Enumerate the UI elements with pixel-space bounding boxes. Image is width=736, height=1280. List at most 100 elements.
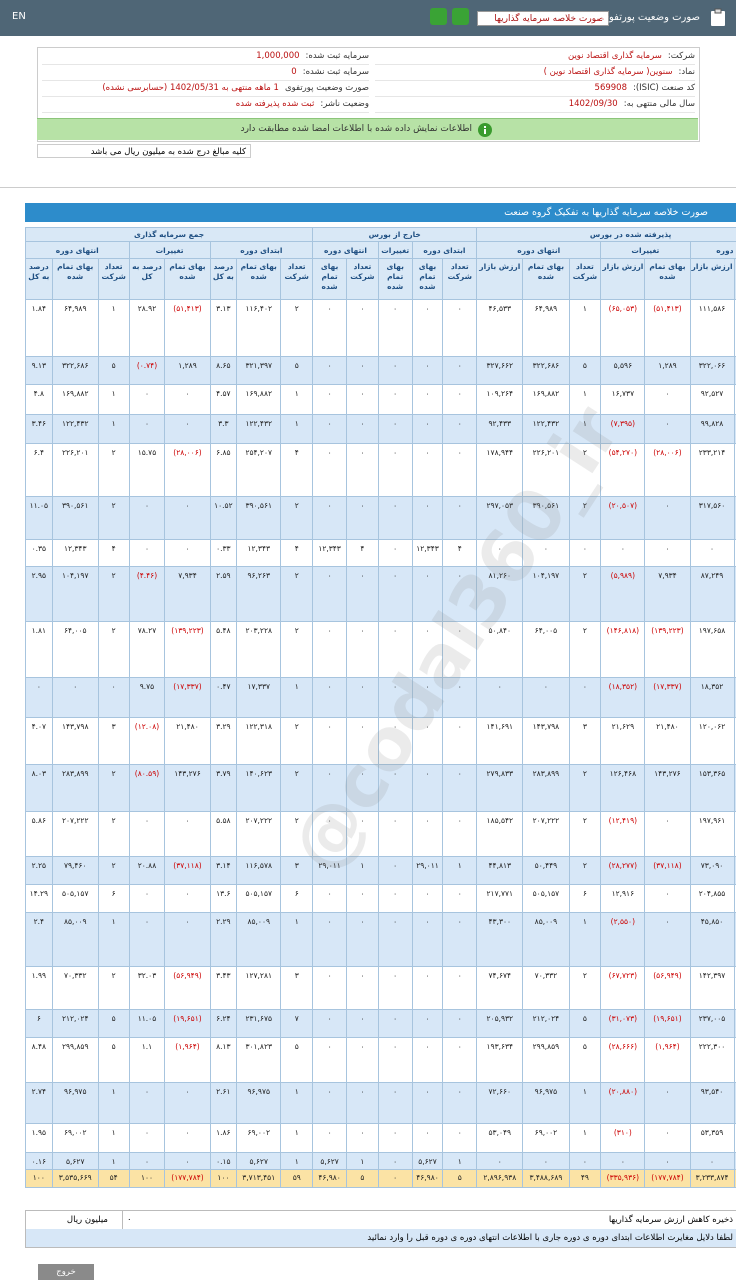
cell: (۱,۹۶۴)	[164, 1037, 211, 1083]
column-header: ارزش بازار	[476, 258, 524, 300]
cell: ۱	[346, 1152, 379, 1170]
data-row: ۹.۱۳ ۳۲۲,۶۸۶ ۵ (۰.۷۴) ۱,۲۸۹ ۸.۶۵ ۳۲۱,۳۹۷ ۵ ۰ ۰ ۰ ۰ ۰…	[25, 356, 736, 385]
verification-text: اطلاعات نمایش داده شده با اطلاعات امضا ش…	[240, 124, 472, 134]
cell: ۶	[280, 884, 314, 913]
cell: ۱	[97, 1082, 130, 1124]
column-header: تعداد شرکت	[97, 258, 130, 300]
cell: ۹۲,۵۲۷	[689, 384, 735, 415]
cell: ۶	[97, 884, 130, 913]
cell: ۳	[568, 717, 602, 765]
cell: ۷۰,۳۳۲	[51, 966, 99, 1010]
cell: ۰	[346, 299, 379, 357]
cell: ۰	[128, 884, 166, 913]
cell: ۰	[411, 1123, 444, 1153]
cell: ۲.۶۱	[209, 1082, 238, 1124]
cell: (۲۸,۰۰۶)	[164, 443, 211, 497]
info-label: وضعیت ناشر:	[320, 99, 369, 109]
cell: ۳.۱۴	[209, 856, 238, 885]
cell: ۲۹,۰۱۱	[312, 856, 347, 885]
cell: ۰	[442, 764, 478, 812]
next-button[interactable]	[452, 8, 469, 25]
cell: ۰	[164, 496, 211, 540]
report-select[interactable]: صورت خلاصه سرمایه گذاریها	[477, 11, 609, 26]
period-header: انتهای دوره	[25, 241, 130, 259]
cell: ۳۲۷,۶۶۲	[476, 356, 524, 385]
cell: ۰	[411, 966, 444, 1010]
cell: ۰	[346, 566, 379, 622]
data-row: ۱.۹۹ ۷۰,۳۳۲ ۲ ۳۲.۰۳ (۵۶,۹۴۹) ۳.۴۳ ۱۲۷,۲۸۱ ۳ ۰ ۰ ۰ ۰…	[25, 966, 736, 1010]
total-cell: ۳,۵۳۵,۶۶۹	[51, 1169, 99, 1188]
cell: ۴	[442, 539, 478, 567]
cell: ۱۸۵,۵۴۲	[476, 811, 524, 857]
cell: ۴۴,۸۱۳	[476, 856, 524, 885]
cell: ۱	[568, 1082, 602, 1124]
cell: (۱۲,۴۱۹)	[600, 811, 646, 857]
cell: ۲۲۶,۲۰۱	[522, 443, 570, 497]
cell: ۰	[522, 539, 570, 567]
cell: ۰	[644, 912, 691, 967]
cell: ۱۴۲,۳۹۷	[689, 966, 735, 1010]
cell: ۰	[644, 539, 691, 567]
cell: ۰	[442, 496, 478, 540]
cell: ۲۰۷,۲۲۲	[236, 811, 282, 857]
cell: ۱.۹۵	[25, 1123, 53, 1153]
group-header: پذیرفته شده در بورس	[476, 227, 736, 242]
cell: ۲.۲۹	[209, 912, 238, 967]
info-row: سرمایه ثبت شده: 1,000,000	[42, 49, 369, 65]
cell: ۱.۸۴	[25, 299, 53, 357]
period-header: ابتدای دوره	[689, 241, 736, 259]
period-header: ابتدای دوره	[411, 241, 478, 259]
reserve-value[interactable]: ۰	[122, 1211, 225, 1229]
cell: ۴	[346, 539, 379, 567]
cell: ۷۳,۰۹۰	[689, 856, 735, 885]
cell: ۷۲,۶۶۰	[476, 1082, 524, 1124]
cell: ۰	[411, 677, 444, 718]
prev-button[interactable]	[430, 8, 447, 25]
cell: ۹۶,۲۶۳	[236, 566, 282, 622]
cell: ۰	[689, 1152, 735, 1170]
cell: ۵,۶۲۷	[236, 1152, 282, 1170]
cell: ۰	[644, 1123, 691, 1153]
cell: ۰	[377, 1152, 413, 1170]
cell: ۲۱,۴۸۰	[644, 717, 691, 765]
exit-button[interactable]: خروج	[38, 1264, 94, 1280]
cell: ۰	[411, 443, 444, 497]
cell: (۱۹,۶۵۱)	[644, 1009, 691, 1038]
cell: ۰	[128, 1152, 166, 1170]
cell: ۳۲۲,۶۸۶	[522, 356, 570, 385]
cell: ۹.۱۳	[25, 356, 53, 385]
cell: ۱.۱	[128, 1037, 166, 1083]
cell: ۰	[411, 717, 444, 765]
cell: ۳.۲۹	[209, 717, 238, 765]
data-row: ۲.۷۴ ۹۶,۹۷۵ ۱ ۰ ۰ ۲.۶۱ ۹۶,۹۷۵ ۱ ۰ ۰ ۰ ۰ ۰ ۷۲,۶۶۰ ۹۶,۹۷…	[25, 1082, 736, 1124]
cell: ۱۴۱,۶۹۱	[476, 717, 524, 765]
cell: ۳	[280, 856, 314, 885]
table-container: جمع سرمایه گذاری خارج از بورس پذیرفته شده …	[25, 227, 736, 1189]
info-row: سرمایه ثبت نشده: 0	[42, 65, 369, 81]
data-row: ۴.۸ ۱۶۹,۸۸۲ ۱ ۰ ۰ ۴.۵۷ ۱۶۹,۸۸۲ ۱ ۰ ۰ ۰ ۰ ۰ ۱۰۹,۲۶۴ ۱۶۹…	[25, 384, 736, 415]
cell: ۳.۴۶	[25, 414, 53, 444]
info-label: صورت وضعیت پورتفوی	[284, 83, 369, 93]
total-cell: ۵۴	[97, 1169, 130, 1188]
group-header: جمع سرمایه گذاری	[25, 227, 314, 242]
cell: ۰	[411, 384, 444, 415]
cell: ۵,۶۲۷	[312, 1152, 347, 1170]
cell: ۱۱۶,۴۰۲	[236, 299, 282, 357]
top-bar: EN صورت خلاصه سرمایه گذاریها صورت وضعیت …	[0, 0, 736, 36]
cell: ۴	[280, 539, 314, 567]
cell: ۳.۷۹	[209, 764, 238, 812]
cell: ۰	[312, 566, 347, 622]
language-switch[interactable]: EN	[12, 11, 26, 22]
cell: ۱۹۷,۹۶۱	[689, 811, 735, 857]
data-row: ۲.۲۵ ۷۹,۴۶۰ ۲ ۲۰.۸۸ (۳۷,۱۱۸) ۳.۱۴ ۱۱۶,۵۷۸ ۳ ۲۹,۰…	[25, 856, 736, 885]
cell: ۰	[442, 912, 478, 967]
cell: ۳۲.۰۳	[128, 966, 166, 1010]
cell: ۰	[442, 621, 478, 678]
cell: ۳.۴۳	[209, 966, 238, 1010]
cell: ۱	[280, 1082, 314, 1124]
cell: ۲	[568, 621, 602, 678]
cell: ۰	[346, 356, 379, 385]
cell: ۰	[164, 811, 211, 857]
cell: ۱۷۸,۹۴۴	[476, 443, 524, 497]
